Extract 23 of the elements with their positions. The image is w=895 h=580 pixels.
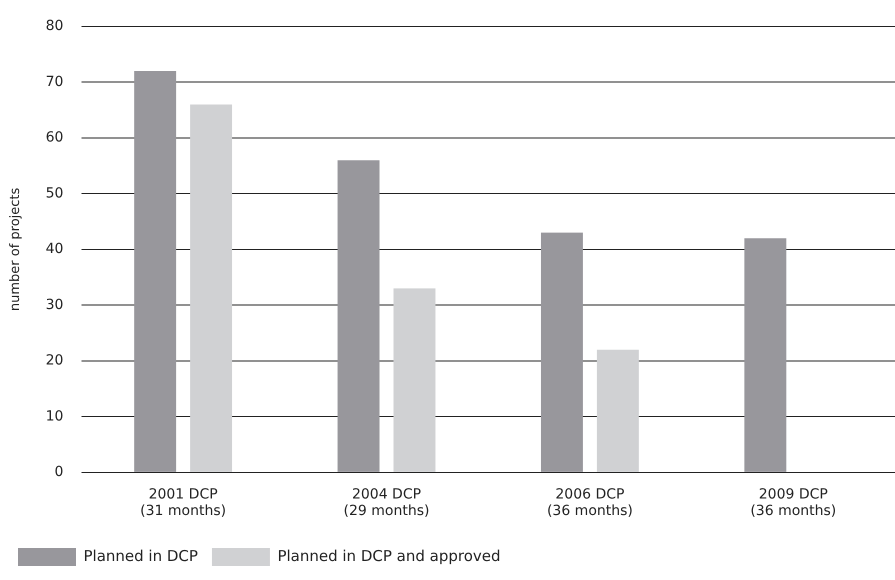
y-axis-title: number of projects [8,187,24,312]
bar [134,71,176,472]
x-tick-label: 2009 DCP (36 months) [750,486,836,520]
bar [190,104,232,472]
y-tick-label: 10 [46,408,64,424]
bar [540,232,583,472]
legend-label: Planned in DCP and approved [277,546,501,565]
y-tick-label: 20 [46,352,64,369]
y-tick-label: 70 [46,74,64,90]
bar [394,288,436,472]
x-tick-label: 2004 DCP (29 months) [344,486,430,520]
y-tick-label: 0 [54,464,64,480]
y-tick-label: 50 [46,185,64,202]
x-tick-label: 2006 DCP (36 months) [546,486,633,520]
y-tick-label: 80 [46,18,64,34]
bar [338,160,380,472]
legend-label: Planned in DCP [84,546,198,565]
bar [596,350,639,472]
y-tick-label: 40 [46,241,64,258]
x-tick-label: 2001 DCP (31 months) [140,486,226,520]
y-tick-label: 30 [46,296,64,313]
y-tick-label: 60 [46,130,64,146]
bar [744,238,786,472]
